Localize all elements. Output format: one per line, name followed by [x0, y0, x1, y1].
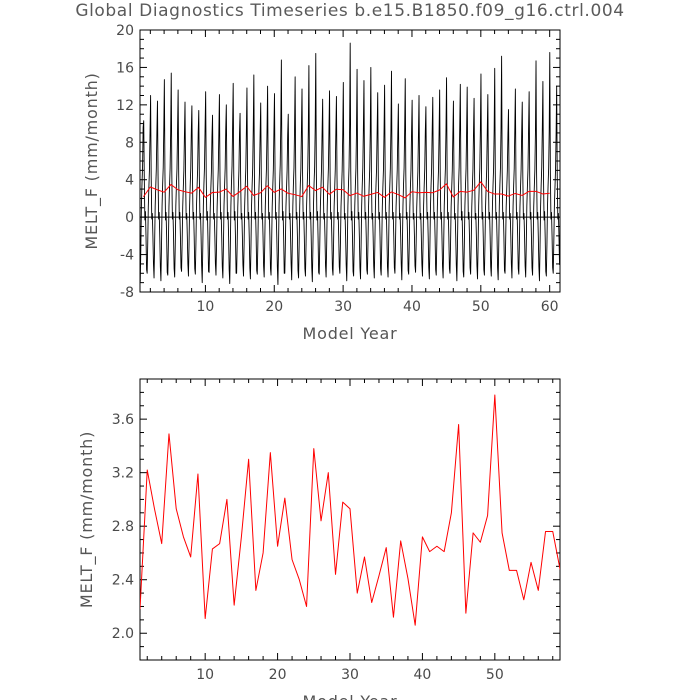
- x-axis-label: Model Year: [303, 692, 398, 700]
- x-tick-label: 50: [486, 667, 504, 683]
- figure-title: Global Diagnostics Timeseries b.e15.B185…: [75, 1, 625, 21]
- y-tick-label: 16: [116, 60, 134, 76]
- y-tick-label: 3.6: [112, 412, 134, 428]
- y-axis-label: MELT_F (mm/month): [77, 431, 97, 608]
- series-line-annual: [140, 394, 560, 626]
- y-tick-label: 2.0: [112, 626, 134, 642]
- y-tick-label: 0: [125, 210, 134, 226]
- series-line-annual: [143, 181, 550, 199]
- x-tick-label: 30: [334, 299, 352, 315]
- x-tick-label: 60: [541, 299, 559, 315]
- y-tick-label: 3.2: [112, 466, 134, 482]
- plot-frame: [139, 378, 561, 661]
- x-tick-label: 10: [196, 667, 214, 683]
- y-tick-label: 8: [125, 135, 134, 151]
- bottom-panel: 10 20 30 40 50 2.0 2.4 2.8 3.2 3.6 Model Year MELT_…: [77, 378, 561, 700]
- y-tick-label: 20: [116, 23, 134, 39]
- y-tick-label: -4: [120, 248, 134, 264]
- y-tick-label: 2.4: [112, 573, 134, 589]
- x-tick-label: 50: [472, 299, 490, 315]
- y-tick-label: 2.8: [112, 519, 134, 535]
- series-line-monthly: [140, 42, 560, 285]
- y-axis-label: MELT_F (mm/month): [82, 72, 102, 249]
- y-tick-label: -8: [120, 285, 134, 301]
- x-tick-label: 20: [269, 667, 287, 683]
- y-tick-label: 4: [125, 173, 134, 189]
- x-tick-label: 30: [341, 667, 359, 683]
- x-tick-label: 40: [413, 667, 431, 683]
- x-tick-label: 20: [265, 299, 283, 315]
- x-tick-label: 40: [403, 299, 421, 315]
- y-tick-label: 12: [116, 98, 134, 114]
- top-panel: 10 20 30 40 50 60 -8 -4 0 4 8 12 16 20 Model Year MELT_…: [82, 23, 561, 343]
- x-axis-label: Model Year: [303, 324, 398, 343]
- x-tick-label: 10: [196, 299, 214, 315]
